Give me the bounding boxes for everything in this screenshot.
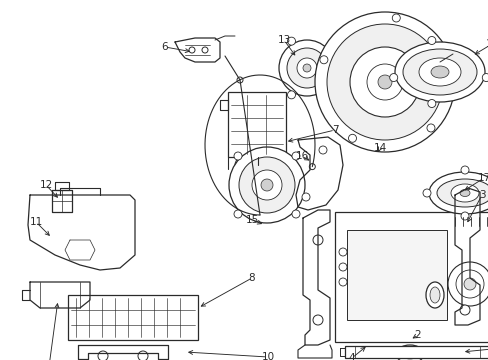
Ellipse shape [428, 172, 488, 214]
Circle shape [314, 12, 454, 152]
Circle shape [422, 189, 430, 197]
Text: 3: 3 [478, 190, 484, 200]
Circle shape [302, 193, 309, 201]
Circle shape [391, 14, 400, 22]
Circle shape [319, 56, 327, 64]
Circle shape [303, 64, 310, 72]
Circle shape [326, 24, 442, 140]
Text: 12: 12 [40, 180, 53, 190]
Circle shape [202, 47, 207, 53]
Ellipse shape [459, 189, 469, 197]
Circle shape [444, 67, 452, 75]
Text: 7: 7 [331, 125, 338, 135]
Bar [227, 92, 285, 157]
Ellipse shape [402, 49, 476, 95]
Circle shape [291, 210, 299, 218]
Circle shape [237, 77, 243, 83]
Circle shape [234, 152, 242, 160]
Bar [346, 230, 446, 320]
Circle shape [279, 40, 334, 96]
Circle shape [463, 278, 475, 290]
Text: 6: 6 [162, 42, 168, 52]
Text: 16: 16 [295, 151, 308, 161]
Circle shape [329, 80, 337, 87]
Circle shape [338, 263, 346, 271]
Circle shape [235, 157, 250, 173]
Circle shape [427, 99, 435, 108]
Text: 15: 15 [245, 215, 258, 225]
Bar [345, 346, 488, 358]
Circle shape [287, 37, 295, 45]
Text: 14: 14 [373, 143, 386, 153]
Circle shape [338, 248, 346, 256]
Text: 2: 2 [414, 330, 421, 340]
Circle shape [261, 179, 272, 191]
Circle shape [389, 73, 397, 82]
Circle shape [338, 278, 346, 286]
Text: 18: 18 [485, 39, 488, 49]
Ellipse shape [429, 287, 439, 303]
Circle shape [286, 48, 326, 88]
Circle shape [329, 49, 337, 57]
Ellipse shape [450, 184, 478, 202]
Circle shape [296, 58, 316, 78]
Text: 8: 8 [248, 273, 255, 283]
Circle shape [447, 262, 488, 306]
Circle shape [228, 147, 305, 223]
Circle shape [348, 134, 356, 142]
Circle shape [366, 64, 402, 100]
Circle shape [309, 164, 315, 170]
Circle shape [459, 305, 469, 315]
Circle shape [138, 351, 148, 360]
Text: 13: 13 [277, 35, 290, 45]
Ellipse shape [425, 282, 443, 308]
Circle shape [287, 91, 295, 99]
Circle shape [189, 47, 195, 53]
Circle shape [481, 73, 488, 82]
Circle shape [291, 152, 299, 160]
Circle shape [251, 170, 282, 200]
Circle shape [312, 315, 323, 325]
Text: 4: 4 [348, 353, 355, 360]
Circle shape [377, 75, 391, 89]
Ellipse shape [400, 349, 418, 359]
Text: 10: 10 [261, 352, 274, 360]
Circle shape [460, 166, 468, 174]
Circle shape [318, 146, 326, 154]
Circle shape [239, 157, 294, 213]
Ellipse shape [418, 58, 460, 86]
Ellipse shape [394, 42, 484, 102]
Circle shape [455, 270, 483, 298]
Bar [68, 295, 198, 340]
Text: 17: 17 [476, 173, 488, 183]
Ellipse shape [395, 345, 423, 360]
Ellipse shape [430, 66, 448, 78]
Circle shape [349, 47, 419, 117]
Circle shape [98, 351, 108, 360]
Circle shape [234, 210, 242, 218]
Circle shape [427, 36, 435, 45]
Bar [334, 212, 488, 342]
Circle shape [460, 212, 468, 220]
Circle shape [426, 124, 434, 132]
Ellipse shape [436, 179, 488, 207]
Text: 11: 11 [29, 217, 42, 227]
Circle shape [312, 235, 323, 245]
